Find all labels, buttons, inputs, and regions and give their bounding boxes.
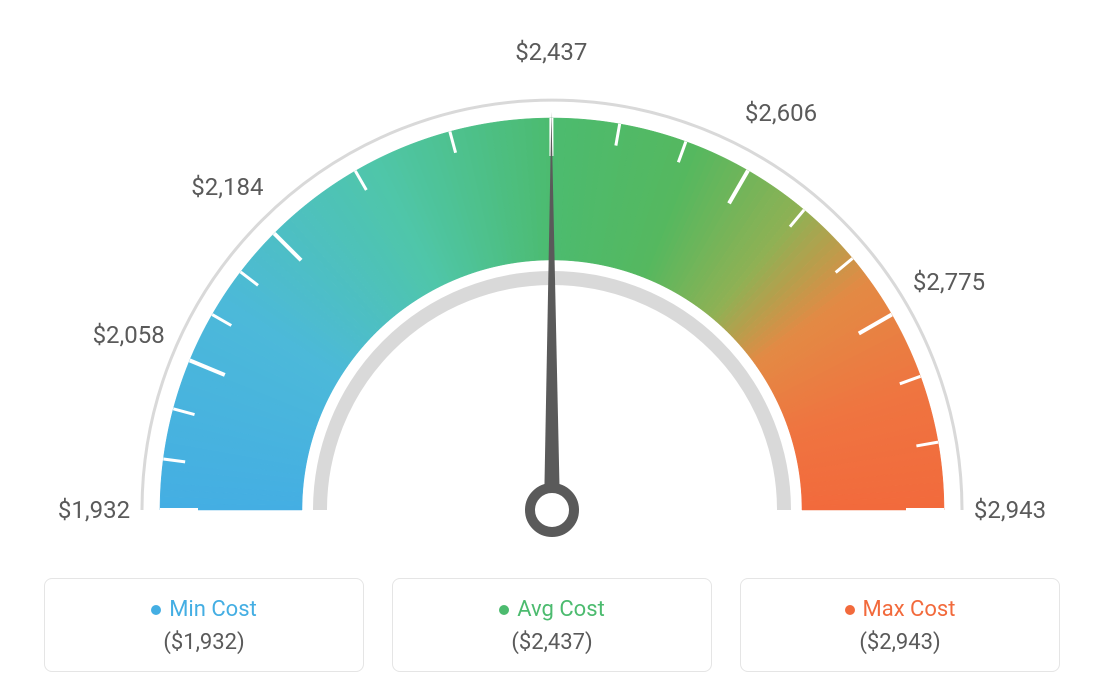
legend-value-min: ($1,932) [55,630,353,655]
gauge-tick-label: $1,932 [58,496,130,524]
legend-card-avg: Avg Cost ($2,437) [392,578,712,672]
gauge-chart: $1,932 $2,058 $2,184 $2,437 $2,606 $2,775 $2,9… [0,0,1104,560]
legend-value-max: ($2,943) [751,630,1049,655]
legend-label-max: Max Cost [863,597,956,622]
gauge-tick-label: $2,058 [93,321,165,349]
legend-value-avg: ($2,437) [403,630,701,655]
legend-label-min: Min Cost [169,597,257,622]
legend-dot-avg [499,605,509,615]
gauge-needle-hub [530,488,574,532]
legend-label-avg: Avg Cost [517,597,605,622]
legend-dot-min [151,605,161,615]
gauge-tick-label: $2,606 [745,99,817,127]
legend-title-max: Max Cost [845,597,956,622]
legend-row: Min Cost ($1,932) Avg Cost ($2,437) Max … [0,578,1104,672]
gauge-tick-label: $2,943 [974,496,1046,524]
gauge-tick-label: $2,437 [515,38,587,66]
gauge-tick-label: $2,184 [191,173,263,201]
legend-card-max: Max Cost ($2,943) [740,578,1060,672]
legend-title-min: Min Cost [151,597,257,622]
legend-title-avg: Avg Cost [499,597,605,622]
gauge-tick-label: $2,775 [913,268,985,296]
legend-card-min: Min Cost ($1,932) [44,578,364,672]
legend-dot-max [845,605,855,615]
